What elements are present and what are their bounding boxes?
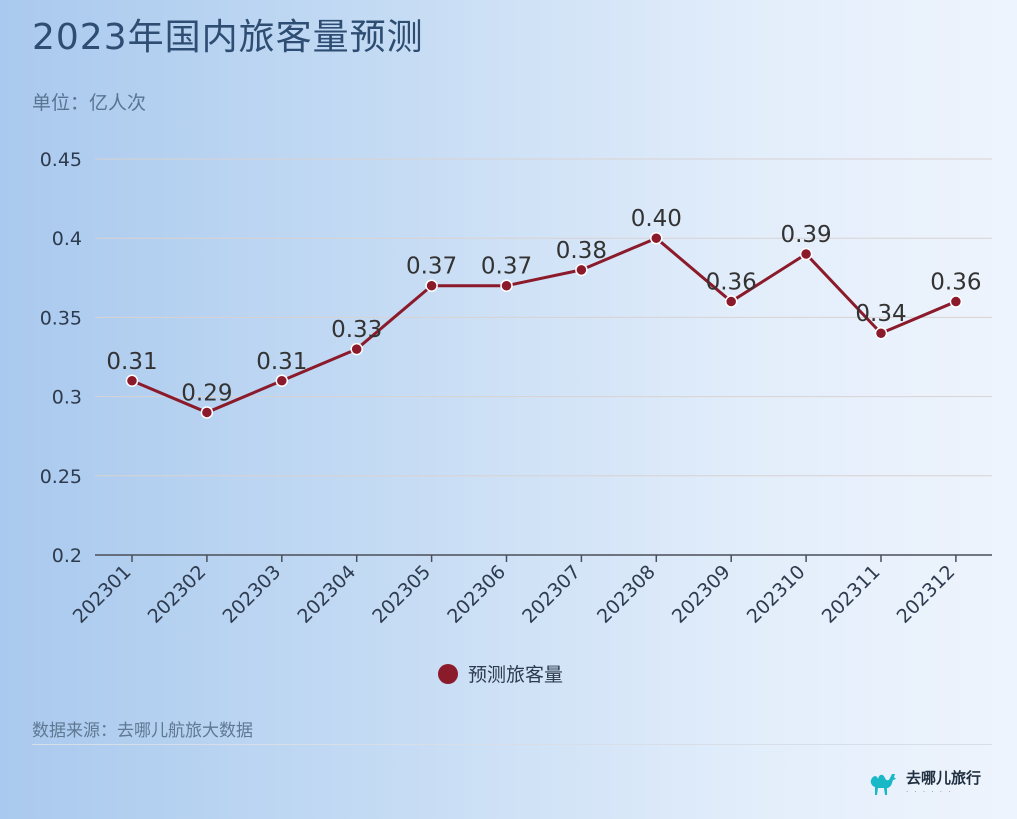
data-point [874, 326, 888, 340]
data-label: 0.33 [331, 317, 382, 343]
y-tick-label: 0.25 [40, 466, 82, 488]
data-point [575, 263, 588, 277]
data-label: 0.39 [780, 222, 831, 248]
y-tick-label: 0.4 [52, 228, 82, 250]
divider [32, 744, 992, 745]
legend: 预测旅客量 [438, 660, 563, 687]
data-label: 0.36 [930, 270, 981, 296]
x-tick-label: 202303 [218, 561, 285, 628]
data-point [425, 279, 438, 292]
data-label: 0.38 [556, 238, 607, 264]
x-tick-label: 202312 [893, 561, 960, 628]
x-tick-label: 202306 [443, 561, 510, 628]
x-tick-label: 202307 [518, 561, 585, 628]
data-label: 0.37 [481, 254, 532, 280]
data-label: 0.37 [406, 254, 457, 280]
y-tick-label: 0.3 [52, 387, 82, 409]
data-point [350, 342, 363, 356]
brand-tagline: · · · · · · [906, 787, 953, 796]
data-source: 数据来源：去哪儿航旅大数据 [32, 721, 253, 741]
x-tick-label: 202311 [818, 561, 885, 628]
brand-logo: 去哪儿旅行 · · · · · · [868, 770, 981, 796]
data-point [724, 295, 738, 308]
x-tick-label: 202305 [368, 561, 435, 628]
data-point [500, 279, 513, 292]
y-tick-label: 0.2 [52, 545, 82, 567]
data-point [949, 295, 963, 308]
data-point [799, 247, 813, 261]
x-tick-label: 202302 [144, 561, 211, 628]
camel-icon [870, 774, 896, 795]
x-tick-label: 202310 [743, 561, 810, 628]
brand-name: 去哪儿旅行 [906, 768, 982, 787]
x-tick-label: 202304 [293, 561, 360, 628]
chart-title: 2023年国内旅客量预测 [32, 17, 424, 58]
x-tick-label: 202301 [69, 561, 136, 628]
legend-marker [438, 663, 458, 684]
unit-label: 单位：亿人次 [32, 92, 147, 114]
data-label: 0.31 [256, 349, 307, 375]
legend-label: 预测旅客量 [468, 664, 564, 686]
data-label: 0.34 [855, 301, 906, 327]
series-line [131, 236, 957, 414]
data-label: 0.29 [181, 380, 232, 406]
x-tick-label: 202309 [668, 561, 735, 628]
data-point [125, 374, 139, 388]
y-tick-label: 0.35 [40, 307, 82, 329]
data-point [650, 231, 663, 245]
data-point [200, 406, 214, 419]
data-label: 0.31 [106, 349, 157, 375]
data-label: 0.36 [706, 270, 757, 296]
data-point [275, 374, 289, 388]
y-tick-label: 0.45 [40, 149, 82, 171]
x-tick-label: 202308 [593, 561, 660, 628]
data-label: 0.40 [631, 206, 682, 232]
